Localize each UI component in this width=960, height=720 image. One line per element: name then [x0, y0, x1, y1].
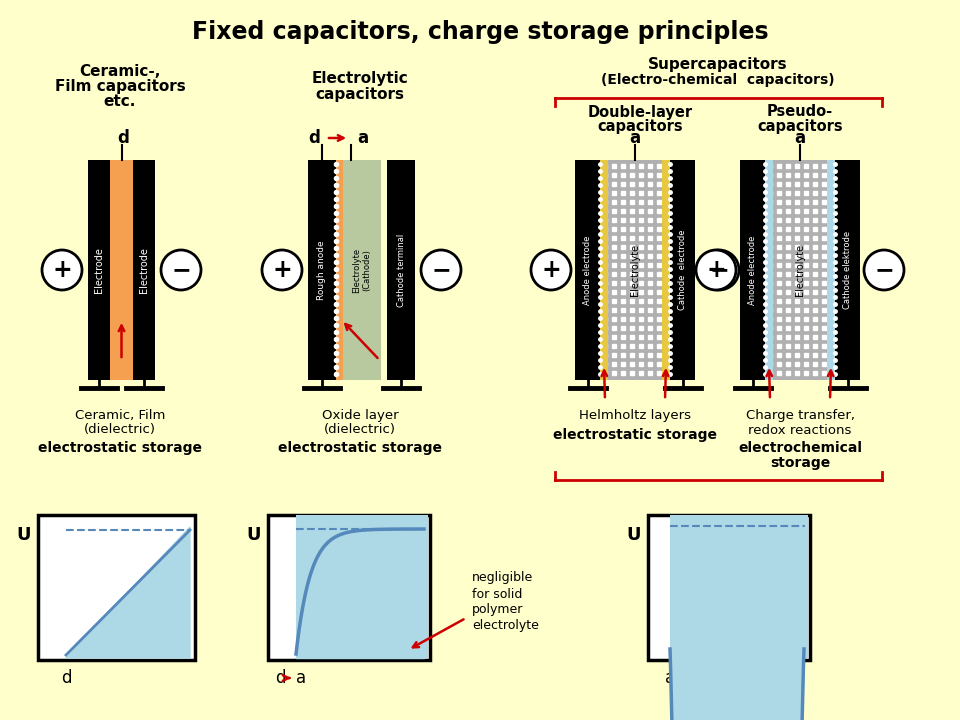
Text: Ceramic, Film: Ceramic, Film: [75, 408, 165, 421]
Bar: [296, 515, 428, 658]
Text: Helmholtz layers: Helmholtz layers: [579, 408, 691, 421]
Text: +: +: [52, 258, 72, 282]
Text: Rough anode: Rough anode: [318, 240, 326, 300]
Text: d: d: [117, 129, 130, 147]
Text: d: d: [60, 669, 71, 687]
Bar: [765, 160, 773, 380]
Bar: [600, 160, 670, 380]
Text: Cathode  electrode: Cathode electrode: [678, 230, 687, 310]
Text: a: a: [665, 669, 675, 687]
Text: (Electro-chemical  capacitors): (Electro-chemical capacitors): [601, 73, 835, 87]
Text: electrostatic storage: electrostatic storage: [38, 441, 202, 455]
Bar: [343, 160, 381, 380]
Text: −: −: [171, 258, 191, 282]
Text: Electrolyte
(Cathode): Electrolyte (Cathode): [352, 248, 372, 292]
Text: Film capacitors: Film capacitors: [55, 79, 185, 94]
Text: Cathode elektrode: Cathode elektrode: [843, 231, 852, 309]
Circle shape: [421, 250, 461, 290]
Text: +: +: [707, 258, 726, 282]
Text: −: −: [709, 258, 729, 282]
Text: redox reactions: redox reactions: [748, 423, 852, 436]
Text: Anode electrode: Anode electrode: [748, 235, 757, 305]
Text: Electrolyte: Electrolyte: [795, 244, 805, 296]
Text: U: U: [16, 526, 32, 544]
Text: +: +: [541, 258, 561, 282]
Circle shape: [42, 250, 82, 290]
Bar: [133, 160, 155, 380]
Text: Pseudo-: Pseudo-: [767, 104, 833, 120]
Bar: [88, 160, 110, 380]
Bar: [268, 515, 430, 660]
Bar: [600, 160, 608, 380]
Text: Oxide layer: Oxide layer: [322, 408, 398, 421]
Text: a: a: [296, 669, 306, 687]
Circle shape: [696, 250, 736, 290]
Bar: [740, 160, 765, 380]
Text: etc.: etc.: [104, 94, 136, 109]
Circle shape: [864, 250, 904, 290]
Text: electrostatic storage: electrostatic storage: [553, 428, 717, 442]
Text: Charge transfer,: Charge transfer,: [746, 408, 854, 421]
Text: Fixed capacitors, charge storage principles: Fixed capacitors, charge storage princip…: [192, 20, 768, 44]
Bar: [308, 160, 336, 380]
Text: (dielectric): (dielectric): [324, 423, 396, 436]
Text: capacitors: capacitors: [757, 119, 843, 133]
Text: Electrode: Electrode: [139, 247, 149, 293]
Bar: [387, 160, 415, 380]
Text: electrolyte: electrolyte: [472, 619, 539, 632]
Text: Cathode terminal: Cathode terminal: [396, 233, 405, 307]
Bar: [648, 515, 810, 660]
Text: Anode electrode: Anode electrode: [583, 235, 592, 305]
Text: a: a: [630, 129, 640, 147]
Text: negligible: negligible: [472, 572, 533, 585]
Text: d: d: [275, 669, 285, 687]
Text: +: +: [272, 258, 292, 282]
Text: capacitors: capacitors: [316, 86, 404, 102]
Circle shape: [161, 250, 201, 290]
Bar: [336, 160, 343, 380]
Text: electrostatic storage: electrostatic storage: [278, 441, 442, 455]
Text: d: d: [308, 129, 320, 147]
Circle shape: [699, 250, 739, 290]
Text: storage: storage: [770, 456, 830, 470]
Bar: [835, 160, 860, 380]
Text: Electrode: Electrode: [94, 247, 104, 293]
Text: capacitors: capacitors: [597, 119, 683, 133]
Text: (dielectric): (dielectric): [84, 423, 156, 436]
Bar: [670, 160, 695, 380]
Text: Double-layer: Double-layer: [588, 104, 692, 120]
Text: −: −: [431, 258, 451, 282]
Text: a: a: [795, 129, 805, 147]
Circle shape: [262, 250, 302, 290]
Bar: [575, 160, 600, 380]
Text: Ceramic-,: Ceramic-,: [80, 65, 160, 79]
Circle shape: [531, 250, 571, 290]
Bar: [38, 515, 195, 660]
Bar: [827, 160, 835, 380]
Text: Supercapacitors: Supercapacitors: [648, 58, 788, 73]
Text: for solid: for solid: [472, 588, 522, 600]
Text: Electrolytic: Electrolytic: [312, 71, 408, 86]
Text: U: U: [627, 526, 641, 544]
Bar: [662, 160, 670, 380]
Text: Electrolyte: Electrolyte: [630, 244, 640, 296]
Polygon shape: [66, 527, 190, 658]
Bar: [110, 160, 133, 380]
Text: U: U: [247, 526, 261, 544]
Bar: [765, 160, 835, 380]
Bar: [670, 515, 808, 658]
Text: −: −: [875, 258, 894, 282]
Text: electrochemical: electrochemical: [738, 441, 862, 455]
Text: a: a: [357, 129, 369, 147]
Text: polymer: polymer: [472, 603, 523, 616]
